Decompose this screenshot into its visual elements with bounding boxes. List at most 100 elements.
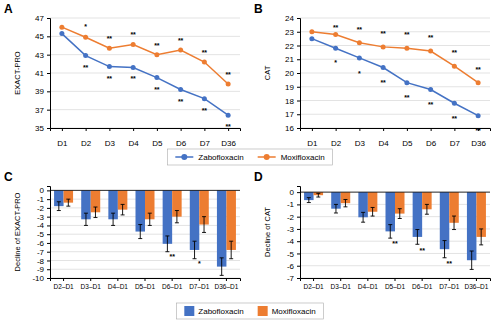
tick-label: D4 [129,139,140,148]
error-bar [193,241,197,259]
grid [50,190,240,278]
chart-root: 35373941434547D1D2D3D4D5D6D7D36EXACT-PRO… [0,0,500,329]
point [154,52,159,57]
tick: D3 [105,128,116,148]
tick-label: D4 [379,139,390,148]
tick: 23 [285,28,300,37]
annotation: ** [225,71,231,78]
error-bar [111,213,115,225]
tick-label: -4 [37,221,45,230]
legend: ZabofloxacinMoxifloxacin [176,303,323,319]
tick-label: 18 [285,97,294,106]
tick-mark [297,59,300,60]
point [452,64,457,69]
tick-mark [47,269,50,270]
annotation: * [334,59,337,66]
grid-line [50,36,240,37]
tick-mark [181,128,182,131]
legend: ZabofloxacinMoxifloxacin [167,149,332,165]
tick: D2 [331,128,342,148]
line [62,27,228,84]
tick-label: D6 [176,139,187,148]
point [202,60,207,65]
error-bar [165,236,169,252]
tick-mark [47,91,50,92]
tick-label: D36–D1 [464,283,488,290]
tick: D5 [152,128,163,148]
tick-mark [395,278,396,281]
tick-label: D7 [450,139,461,148]
tick-label: 35 [35,124,44,133]
annotation: * [358,70,361,77]
legend-item: Zabofloxacin [175,153,243,162]
annotation: * [84,23,87,30]
tick-label: 43 [35,51,44,60]
tick-mark [47,55,50,56]
y-axis: -10-9-8-7-6-5-4-3-2-10 [32,186,50,283]
annotation: ** [107,75,113,82]
tick-label: 24 [285,14,294,23]
annotation: ** [202,49,208,56]
point [107,64,112,69]
tick: -2 [287,213,300,222]
annotation: ** [130,75,136,82]
tick: D36 [471,128,486,148]
x-axis: D1D2D3D4D5D6D7D36 [301,128,491,148]
tick-mark [172,278,173,281]
y-axis-title: EXACT-PRO [13,51,22,95]
tick: D2–D1 [53,278,74,290]
point [333,46,338,51]
tick-label: D4–D1 [358,283,379,290]
tick-mark [297,266,300,267]
tick-mark [297,204,300,205]
panel-title: A [4,2,13,16]
plot-area [309,29,480,118]
panel: 161718192021222324D1D2D3D4D5D6D7D36CATB*… [254,2,491,148]
legend-label: Moxifloxacin [272,307,316,316]
tick-mark [297,73,300,74]
point [452,101,457,106]
point [333,32,338,37]
grid-line [50,269,240,270]
tick-label: D2 [331,139,342,148]
grid [300,192,490,278]
grid-line [300,100,490,101]
tick-label: -7 [37,248,45,257]
tick-label: D5 [152,139,163,148]
annotation: ** [83,64,89,71]
tick-label: D2–D1 [53,283,74,290]
tick-mark [340,278,341,281]
point [381,44,386,49]
grid-line [300,73,490,74]
grid-line [50,18,240,19]
annotation: ** [452,49,458,56]
tick-label: D3 [105,139,116,148]
tick: -7 [37,248,50,257]
point [476,80,481,85]
annotation: ** [178,37,184,44]
y-axis-title: Decline of CAT [263,207,272,257]
point [404,80,409,85]
tick: D3 [355,128,366,148]
grid-line [300,18,490,19]
tick-mark [336,128,337,131]
tick-mark [133,128,134,131]
line [312,32,478,83]
tick: D3–D1 [81,278,102,290]
tick-label: D5–D1 [385,283,406,290]
annotation: ** [475,127,481,134]
tick-mark [297,229,300,230]
tick-label: -8 [37,257,45,266]
grid-line [50,190,240,191]
tick-mark [449,278,450,281]
tick-label: -2 [37,204,45,213]
tick-mark [47,260,50,261]
legend-label: Zabofloxacin [198,153,243,162]
tick: D5 [402,128,413,148]
tick-label: 0 [40,186,45,195]
tick: -6 [287,262,300,271]
panel-title: C [4,170,13,184]
tick: D2 [81,128,92,148]
grid-line [300,192,490,193]
tick-label: D3–D1 [331,283,352,290]
